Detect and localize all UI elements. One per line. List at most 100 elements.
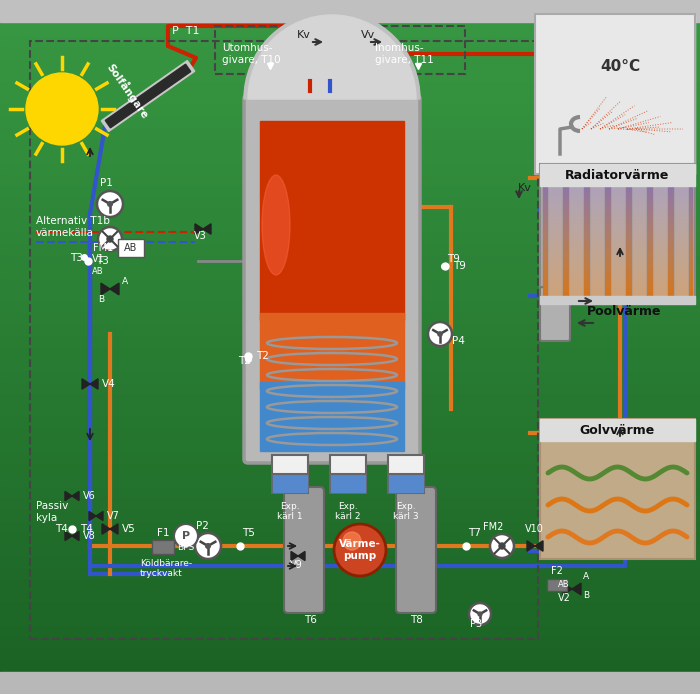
Text: Radiatorvärme: Radiatorvärme bbox=[566, 169, 670, 182]
Text: V10: V10 bbox=[525, 524, 544, 534]
Bar bbox=[611, 184, 625, 299]
Bar bbox=[215, 26, 465, 74]
Bar bbox=[0, 173, 700, 185]
Bar bbox=[543, 290, 692, 291]
Text: V5: V5 bbox=[122, 524, 136, 534]
Bar bbox=[543, 253, 692, 254]
Circle shape bbox=[438, 332, 442, 336]
Text: T9: T9 bbox=[453, 261, 466, 271]
Bar bbox=[388, 455, 424, 493]
Text: Utomhus-: Utomhus- bbox=[222, 43, 272, 53]
Bar bbox=[543, 289, 692, 290]
Text: FM2: FM2 bbox=[483, 522, 503, 532]
Bar bbox=[272, 455, 308, 493]
Bar bbox=[543, 278, 692, 279]
Bar bbox=[0, 357, 700, 370]
Text: T9: T9 bbox=[447, 254, 460, 264]
Bar bbox=[543, 183, 692, 184]
Bar bbox=[543, 181, 692, 182]
Bar bbox=[0, 288, 700, 301]
Bar bbox=[543, 247, 692, 248]
Bar bbox=[0, 670, 700, 682]
Polygon shape bbox=[298, 552, 305, 561]
Bar bbox=[0, 543, 700, 555]
Bar bbox=[543, 211, 692, 212]
Text: Golvvärme: Golvvärme bbox=[580, 423, 655, 437]
Text: Värme-
pump: Värme- pump bbox=[339, 539, 381, 561]
Bar bbox=[0, 531, 700, 543]
Bar bbox=[0, 392, 700, 405]
Bar bbox=[0, 635, 700, 648]
Bar bbox=[540, 419, 695, 559]
Bar bbox=[543, 216, 692, 217]
Bar bbox=[543, 226, 692, 227]
Text: Exp.
kärl 3: Exp. kärl 3 bbox=[393, 502, 419, 521]
Circle shape bbox=[26, 73, 98, 145]
Bar bbox=[543, 285, 692, 286]
Bar bbox=[543, 276, 692, 277]
Circle shape bbox=[499, 543, 505, 549]
Bar bbox=[273, 474, 307, 492]
Bar bbox=[535, 14, 695, 174]
Bar bbox=[543, 271, 692, 272]
Bar bbox=[543, 296, 692, 297]
Polygon shape bbox=[105, 65, 190, 128]
Bar bbox=[0, 265, 700, 278]
Wedge shape bbox=[244, 11, 420, 99]
Bar bbox=[543, 299, 692, 300]
Bar bbox=[260, 121, 404, 320]
Polygon shape bbox=[96, 511, 103, 520]
Bar bbox=[543, 243, 692, 244]
Bar bbox=[543, 224, 692, 225]
Bar bbox=[543, 262, 692, 263]
Bar bbox=[0, 300, 700, 312]
Text: F1: F1 bbox=[157, 528, 169, 538]
Text: V3: V3 bbox=[194, 231, 206, 241]
Bar bbox=[543, 207, 692, 208]
Bar bbox=[543, 197, 692, 198]
Circle shape bbox=[478, 612, 482, 616]
Bar bbox=[0, 103, 700, 116]
Bar bbox=[543, 210, 692, 211]
Bar bbox=[543, 241, 692, 242]
Polygon shape bbox=[563, 583, 572, 595]
Bar bbox=[540, 419, 695, 441]
Bar bbox=[389, 474, 423, 492]
Bar bbox=[543, 284, 692, 285]
Text: P3: P3 bbox=[470, 619, 482, 629]
Bar bbox=[543, 235, 692, 236]
Text: T3: T3 bbox=[96, 256, 109, 266]
Bar bbox=[543, 252, 692, 253]
FancyBboxPatch shape bbox=[244, 95, 420, 463]
Polygon shape bbox=[527, 541, 535, 551]
Bar bbox=[548, 184, 562, 299]
Bar bbox=[0, 323, 700, 335]
Bar bbox=[543, 251, 692, 252]
Bar bbox=[0, 589, 700, 602]
Text: T7: T7 bbox=[468, 528, 481, 538]
Bar bbox=[0, 277, 700, 289]
Bar bbox=[543, 245, 692, 246]
Bar bbox=[543, 203, 692, 204]
Bar bbox=[543, 187, 692, 188]
Bar bbox=[543, 288, 692, 289]
Bar bbox=[0, 92, 700, 104]
Bar bbox=[543, 220, 692, 221]
Text: Vv: Vv bbox=[361, 30, 375, 40]
Bar bbox=[0, 369, 700, 382]
Bar bbox=[543, 229, 692, 230]
Circle shape bbox=[343, 532, 361, 550]
Circle shape bbox=[206, 543, 210, 548]
Bar bbox=[0, 22, 700, 35]
Bar bbox=[0, 624, 700, 636]
Circle shape bbox=[428, 322, 452, 346]
Bar bbox=[543, 237, 692, 238]
Text: Poolvärme: Poolvärme bbox=[587, 305, 662, 317]
Bar bbox=[0, 45, 700, 58]
Polygon shape bbox=[90, 379, 98, 389]
Text: B: B bbox=[98, 295, 104, 304]
Polygon shape bbox=[89, 511, 96, 520]
Circle shape bbox=[98, 227, 122, 251]
Text: P1: P1 bbox=[100, 178, 113, 188]
Bar bbox=[543, 277, 692, 278]
